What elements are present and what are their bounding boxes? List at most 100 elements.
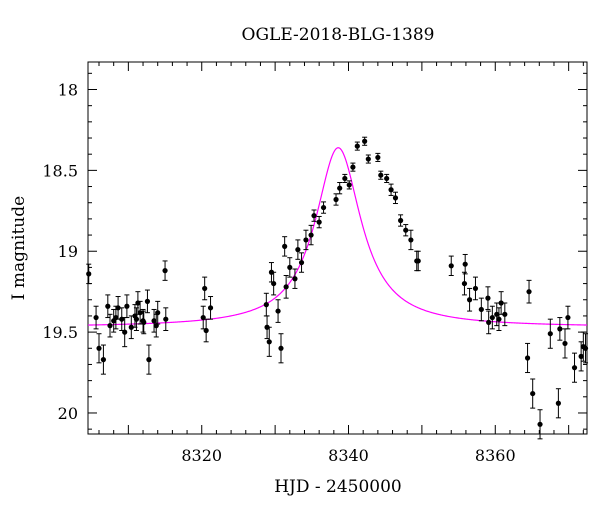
data-point (333, 193, 339, 206)
data-point (384, 173, 390, 183)
x-axis-label: HJD - 2450000 (274, 477, 402, 497)
data-marker (489, 314, 495, 321)
data-point (378, 170, 384, 180)
data-marker (141, 319, 147, 325)
data-marker (115, 305, 121, 311)
data-marker (155, 310, 161, 316)
data-point (461, 271, 468, 296)
data-marker (392, 195, 399, 201)
data-marker (311, 213, 317, 219)
data-point (133, 307, 140, 331)
x-tick-label: 8340 (328, 446, 369, 465)
data-point (151, 308, 157, 333)
data-point (489, 305, 495, 330)
data-point (292, 268, 298, 289)
data-marker (408, 237, 414, 243)
data-marker (308, 232, 314, 238)
data-point (282, 236, 288, 257)
data-point (388, 183, 394, 196)
data-point (350, 162, 356, 172)
data-point (105, 294, 111, 319)
data-point (283, 274, 289, 299)
data-point (287, 257, 293, 278)
data-marker (292, 276, 298, 282)
data-point (163, 307, 169, 331)
chart-title: OGLE-2018-BLG-1389 (242, 25, 435, 45)
data-marker (282, 243, 288, 249)
data-point (337, 181, 343, 195)
data-marker (93, 314, 99, 321)
data-marker (278, 345, 284, 351)
data-point (100, 344, 107, 375)
data-point (146, 344, 152, 375)
data-marker (362, 138, 368, 144)
data-point (547, 318, 553, 349)
data-point (537, 409, 543, 440)
data-marker (537, 421, 543, 427)
data-point (392, 191, 399, 205)
data-marker (384, 175, 390, 182)
data-marker (202, 285, 208, 292)
model-layer (87, 147, 588, 326)
data-point (96, 333, 102, 364)
data-point (200, 305, 206, 330)
data-marker (557, 326, 563, 332)
data-marker (555, 400, 561, 406)
data-marker (350, 164, 356, 170)
data-marker (526, 289, 532, 295)
data-point (311, 209, 317, 222)
data-marker (303, 237, 309, 243)
data-marker (562, 340, 568, 347)
data-marker (485, 295, 491, 301)
data-marker (316, 219, 322, 225)
data-marker (283, 284, 289, 290)
data-point (496, 307, 502, 331)
data-point (203, 318, 209, 343)
data-point (316, 215, 322, 229)
data-marker (271, 280, 277, 287)
data-marker (263, 302, 269, 308)
data-point (346, 180, 352, 190)
data-point (207, 296, 214, 320)
data-point (278, 333, 284, 364)
data-point (295, 239, 301, 260)
data-point (485, 286, 491, 310)
data-marker (496, 316, 502, 322)
data-marker (346, 182, 352, 188)
data-marker (266, 339, 272, 345)
data-marker (287, 264, 293, 271)
data-point (354, 141, 360, 151)
data-marker (275, 308, 281, 314)
data-marker (163, 316, 169, 322)
data-point (275, 299, 281, 323)
data-marker (105, 303, 111, 309)
data-point (342, 173, 348, 183)
data-marker (100, 357, 107, 363)
data-marker (547, 331, 553, 337)
data-point (115, 296, 121, 320)
data-point (582, 333, 589, 364)
data-marker (203, 327, 209, 334)
data-marker (133, 316, 140, 322)
data-marker (398, 217, 404, 224)
data-point (141, 310, 147, 335)
data-point (107, 313, 113, 338)
data-marker (388, 187, 394, 193)
data-point (122, 317, 128, 348)
tick-labels: 8320 8340 8360 18 18.5 19 19.5 20 (42, 80, 515, 465)
data-marker (524, 355, 531, 361)
data-marker (86, 271, 92, 277)
data-marker (295, 247, 301, 253)
data-marker (502, 311, 508, 317)
data-point (271, 271, 277, 296)
data-point (119, 307, 125, 331)
data-point (466, 287, 473, 312)
data-marker (578, 353, 584, 359)
data-point (263, 292, 269, 317)
data-point (478, 297, 484, 322)
data-marker (337, 185, 343, 191)
data-point (403, 224, 409, 237)
data-marker (320, 204, 327, 211)
data-marker (162, 268, 168, 274)
